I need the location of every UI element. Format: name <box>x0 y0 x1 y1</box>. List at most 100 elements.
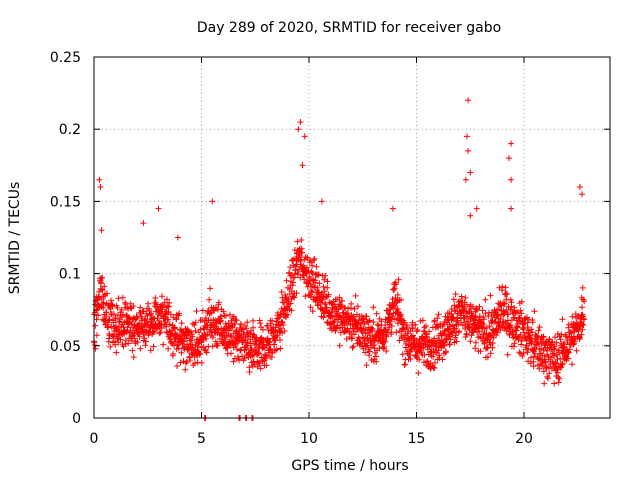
data-point <box>348 300 355 307</box>
data-point <box>120 311 127 318</box>
data-point <box>348 330 355 337</box>
data-point <box>288 307 295 314</box>
data-point <box>268 354 275 361</box>
data-point <box>299 162 306 169</box>
data-point <box>363 313 370 320</box>
data-point <box>144 312 151 319</box>
data-point <box>350 313 357 320</box>
data-point <box>223 312 229 319</box>
data-point <box>417 318 424 324</box>
data-point <box>546 370 553 377</box>
data-point <box>267 345 274 352</box>
data-point <box>363 362 370 369</box>
data-point <box>319 296 326 303</box>
y-axis-label: SRMTID / TECUs <box>7 182 23 295</box>
data-point <box>237 333 244 340</box>
data-point <box>294 238 301 245</box>
data-point <box>540 368 547 375</box>
data-point <box>381 337 387 344</box>
data-point <box>312 277 319 284</box>
data-point <box>307 304 314 311</box>
data-point <box>134 339 141 346</box>
data-point <box>196 351 203 358</box>
data-point <box>124 324 131 331</box>
data-point <box>342 304 349 311</box>
data-point <box>166 321 173 328</box>
data-point <box>147 347 154 354</box>
data-point <box>373 358 380 365</box>
data-point <box>545 375 551 382</box>
data-point <box>508 324 515 331</box>
data-point <box>521 329 527 336</box>
data-point <box>415 370 422 376</box>
data-point <box>110 311 117 317</box>
y-tick-label: 0 <box>72 411 81 427</box>
data-point <box>209 334 216 341</box>
data-point <box>310 257 317 264</box>
data-point <box>209 343 216 350</box>
data-point <box>227 332 234 339</box>
data-point <box>501 300 508 307</box>
data-point <box>393 281 400 288</box>
data-point <box>178 320 185 327</box>
y-tick-label: 0.15 <box>50 194 81 210</box>
data-point <box>117 336 124 343</box>
data-point <box>403 338 410 345</box>
data-point <box>203 335 210 342</box>
data-point <box>465 97 472 104</box>
data-point <box>158 325 165 332</box>
x-axis-label: GPS time / hours <box>291 458 408 474</box>
data-point <box>233 317 240 324</box>
data-point <box>424 358 431 365</box>
data-point <box>230 313 237 320</box>
data-point <box>538 357 545 364</box>
data-point <box>349 344 356 351</box>
data-point <box>323 304 330 311</box>
data-point <box>461 305 468 312</box>
data-point <box>553 339 560 346</box>
data-point <box>170 350 177 357</box>
data-point <box>559 361 565 368</box>
data-point <box>484 354 491 361</box>
data-point <box>277 325 284 332</box>
y-tick-label: 0.2 <box>59 122 81 138</box>
data-point <box>382 338 389 345</box>
data-point <box>230 358 237 365</box>
data-point <box>467 212 474 219</box>
data-point <box>395 320 401 327</box>
data-point <box>298 237 305 243</box>
data-point <box>441 328 448 335</box>
data-point <box>569 313 576 320</box>
data-point <box>287 300 294 307</box>
data-point <box>157 329 164 336</box>
data-point <box>122 299 129 306</box>
data-point <box>436 354 443 361</box>
data-point <box>302 293 309 300</box>
data-point <box>530 363 537 370</box>
data-point <box>156 317 163 324</box>
data-point <box>324 284 331 291</box>
data-point <box>199 307 206 314</box>
data-point <box>463 330 470 337</box>
data-point <box>209 198 216 205</box>
data-point <box>548 354 554 361</box>
data-point <box>518 310 525 317</box>
data-point <box>569 361 576 368</box>
data-point <box>159 293 165 300</box>
data-point <box>536 324 543 331</box>
data-point <box>328 309 335 316</box>
data-point <box>324 278 331 285</box>
data-point <box>325 291 332 298</box>
data-point <box>541 359 548 366</box>
data-point <box>464 133 470 140</box>
data-point <box>559 316 566 323</box>
data-point <box>207 285 214 292</box>
data-point <box>336 325 343 331</box>
data-point <box>508 299 515 306</box>
data-point <box>341 328 348 335</box>
data-point <box>529 319 536 326</box>
data-point <box>413 328 420 335</box>
data-point <box>295 126 302 133</box>
data-point <box>486 323 493 330</box>
data-point <box>581 298 588 305</box>
